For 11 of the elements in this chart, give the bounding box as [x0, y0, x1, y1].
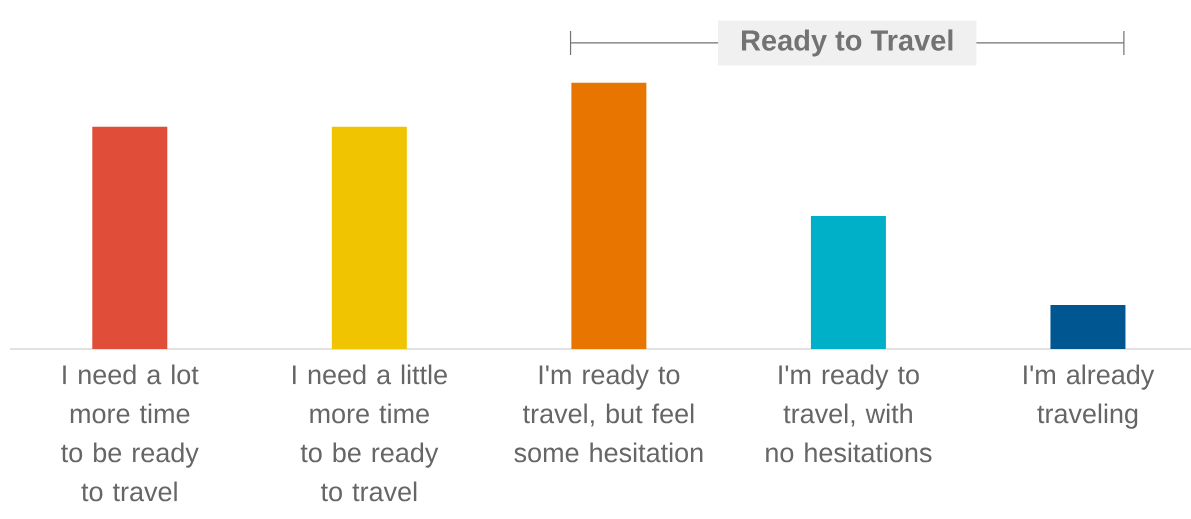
x-tick-label: I'm ready to travel, but feel some hesitation — [514, 364, 703, 463]
bar — [331, 126, 407, 349]
bar — [92, 126, 168, 349]
x-tick-label: I need a little more time to be ready to travel — [293, 364, 447, 502]
bar — [571, 82, 647, 349]
x-tick-label: I'm already traveling — [1024, 364, 1155, 429]
bar — [810, 215, 886, 349]
bar — [1050, 305, 1126, 349]
text: Ready to Travel — [741, 29, 953, 57]
x-tick-label: I need a lot more time to be ready to travel — [61, 364, 199, 502]
x-tick-label: I'm ready to travel, with no hesitations — [766, 364, 932, 463]
